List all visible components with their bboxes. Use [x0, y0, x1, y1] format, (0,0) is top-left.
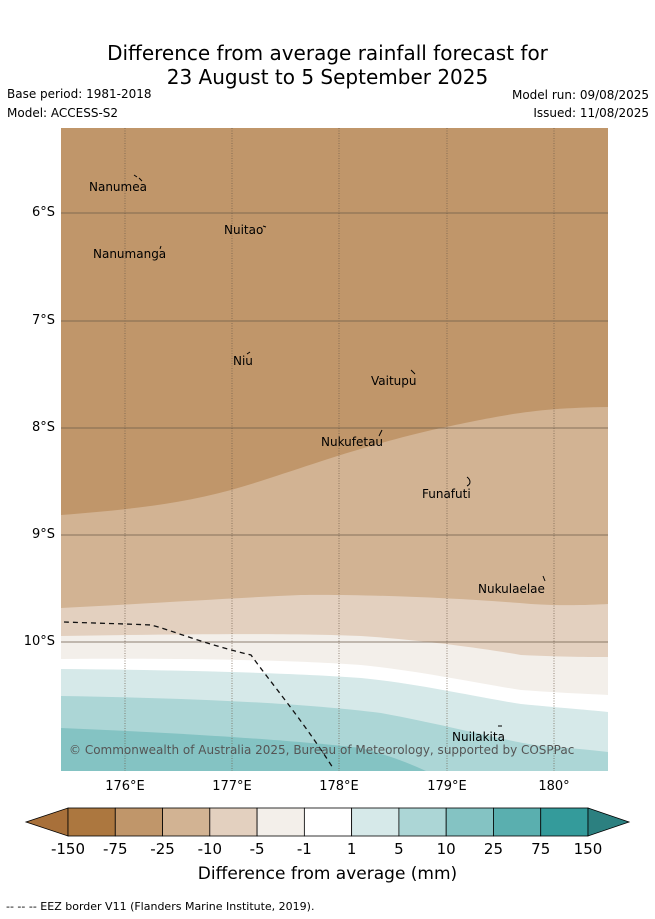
chart-title-line2: 23 August to 5 September 2025: [166, 65, 489, 89]
island-label-vaitupu: Vaitupu: [371, 374, 417, 388]
rainfall-map: [61, 128, 608, 771]
model-run-text: Model run: 09/08/2025: [511, 88, 649, 102]
niu-island-shape: [246, 351, 251, 355]
island-label-funafuti: Funafuti: [422, 487, 471, 501]
lon-label-178e: 178°E: [319, 779, 359, 794]
colorbar-segment: [114, 807, 163, 837]
colorbar-tick-label: -25: [150, 840, 175, 858]
colorbar-tick-label: 25: [483, 840, 503, 858]
island-label-niu: Niu: [233, 354, 253, 368]
colorbar-segment: [209, 807, 258, 837]
nanumea-island-shape: [133, 174, 143, 182]
colorbar-tick-label: -150: [50, 840, 86, 858]
colorbar: [24, 807, 631, 837]
colorbar-tick-label: -1: [296, 840, 312, 858]
colorbar-tick-label: 10: [436, 840, 456, 858]
colorbar-segment: [445, 807, 494, 837]
colorbar-extend-low: [24, 807, 69, 837]
issued-text: Issued: 11/08/2025: [533, 106, 649, 120]
colorbar-tick-label: 150: [573, 840, 603, 858]
colorbar-segment: [540, 807, 589, 837]
band-10-to-25: [61, 728, 426, 771]
colorbar-segment: [303, 807, 353, 837]
colorbar-title: Difference from average (mm): [197, 864, 458, 884]
nukulaelae-island-shape: [542, 575, 546, 582]
lon-label-176e: 176°E: [105, 779, 145, 794]
colorbar-segment: [67, 807, 116, 837]
lon-label-179e: 179°E: [427, 779, 467, 794]
colorbar-segment: [398, 807, 447, 837]
nanumanga-island-shape: [159, 245, 162, 250]
colorbar-tick-label: -10: [197, 840, 223, 858]
eez-border-line: [63, 621, 334, 769]
nukufetau-island-shape: [378, 429, 383, 437]
lat-label-8s: 8°S: [31, 420, 55, 435]
colorbar-segment: [256, 807, 305, 837]
island-label-nukulaelae: Nukulaelae: [478, 582, 545, 596]
colorbar-tick-label: 5: [394, 840, 404, 858]
colorbar-segment: [351, 807, 400, 837]
nuitao-island-shape: [262, 225, 267, 228]
chart-title-line1: Difference from average rainfall forecas…: [107, 41, 548, 65]
colorbar-tick-label: -5: [249, 840, 265, 858]
latitude-gridlines: [61, 212, 608, 643]
colorbar-tick-label: 1: [346, 840, 357, 858]
colorbar-tick-label: 75: [531, 840, 551, 858]
lon-label-180: 180°: [538, 779, 570, 794]
lat-label-6s: 6°S: [31, 205, 55, 220]
colorbar-segment: [162, 807, 211, 837]
island-label-nanumanga: Nanumanga: [93, 247, 167, 261]
copyright-notice: © Commonwealth of Australia 2025, Bureau…: [69, 743, 575, 757]
map-svg: [61, 128, 608, 771]
lat-label-9s: 9°S: [31, 527, 55, 542]
funafuti-island-shape: [466, 476, 471, 487]
island-label-nanumea: Nanumea: [89, 180, 147, 194]
base-period-text: Base period: 1981-2018: [7, 87, 152, 101]
vaitupu-island-shape: [410, 369, 416, 375]
island-label-nuilakita: Nuilakita: [452, 730, 505, 744]
lon-label-177e: 177°E: [212, 779, 252, 794]
island-label-nuitao: Nuitao: [224, 223, 264, 237]
colorbar-segment: [493, 807, 542, 837]
island-label-nukufetau: Nukufetau: [321, 435, 384, 449]
model-text: Model: ACCESS-S2: [7, 106, 119, 120]
lat-label-7s: 7°S: [31, 313, 55, 328]
lat-label-10s: 10°S: [23, 634, 55, 649]
colorbar-extend-high: [587, 807, 631, 837]
island-outlines: [133, 174, 546, 727]
longitude-gridlines: [124, 128, 555, 771]
colorbar-tick-label: -75: [103, 840, 128, 858]
eez-legend-note: -- -- -- EEZ border V11 (Flanders Marine…: [6, 900, 315, 913]
